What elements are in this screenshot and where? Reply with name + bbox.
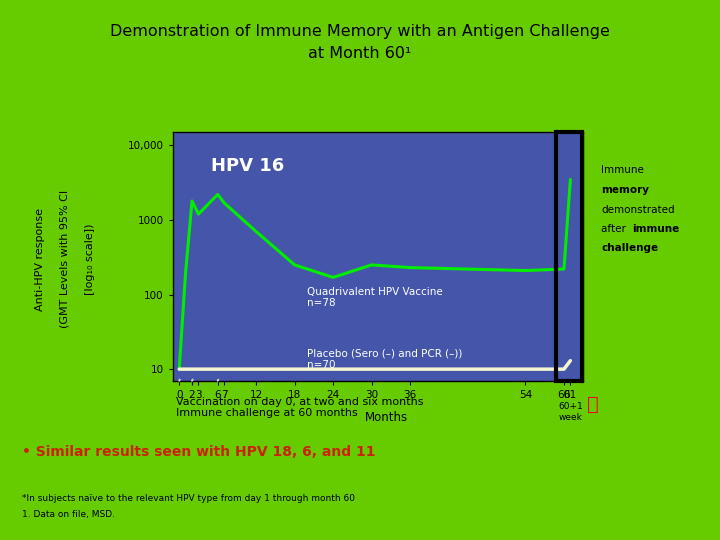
Text: Placebo (Sero (–) and PCR (–))
n=70: Placebo (Sero (–) and PCR (–)) n=70 bbox=[307, 349, 463, 370]
Text: Months: Months bbox=[364, 410, 408, 423]
Text: 1. Data on file, MSD.: 1. Data on file, MSD. bbox=[22, 510, 114, 519]
Text: [log₁₀ scale]): [log₁₀ scale]) bbox=[85, 224, 95, 295]
Text: Immune: Immune bbox=[601, 165, 644, 175]
Text: challenge: challenge bbox=[601, 244, 658, 253]
Bar bbox=[557, 132, 582, 381]
Text: HPV 16: HPV 16 bbox=[211, 157, 284, 176]
Text: ⤵: ⤵ bbox=[587, 395, 598, 414]
Text: at Month 60¹: at Month 60¹ bbox=[308, 46, 412, 61]
Text: Quadrivalent HPV Vaccine
n=78: Quadrivalent HPV Vaccine n=78 bbox=[307, 287, 444, 308]
Text: Vaccination on day 0, at two and six months
Immune challenge at 60 months: Vaccination on day 0, at two and six mon… bbox=[176, 397, 424, 418]
Text: after: after bbox=[601, 224, 629, 234]
Text: • Similar results seen with HPV 18, 6, and 11: • Similar results seen with HPV 18, 6, a… bbox=[22, 446, 375, 460]
Text: memory: memory bbox=[601, 185, 649, 195]
Text: immune: immune bbox=[632, 224, 680, 234]
Text: 60+1
week: 60+1 week bbox=[558, 402, 582, 422]
Text: Demonstration of Immune Memory with an Antigen Challenge: Demonstration of Immune Memory with an A… bbox=[110, 24, 610, 39]
Text: *In subjects naïve to the relevant HPV type from day 1 through month 60: *In subjects naïve to the relevant HPV t… bbox=[22, 494, 355, 503]
Text: Anti-HPV response: Anti-HPV response bbox=[35, 208, 45, 310]
Text: demonstrated: demonstrated bbox=[601, 205, 675, 214]
Text: (GMT Levels with 95% CI: (GMT Levels with 95% CI bbox=[60, 190, 70, 328]
